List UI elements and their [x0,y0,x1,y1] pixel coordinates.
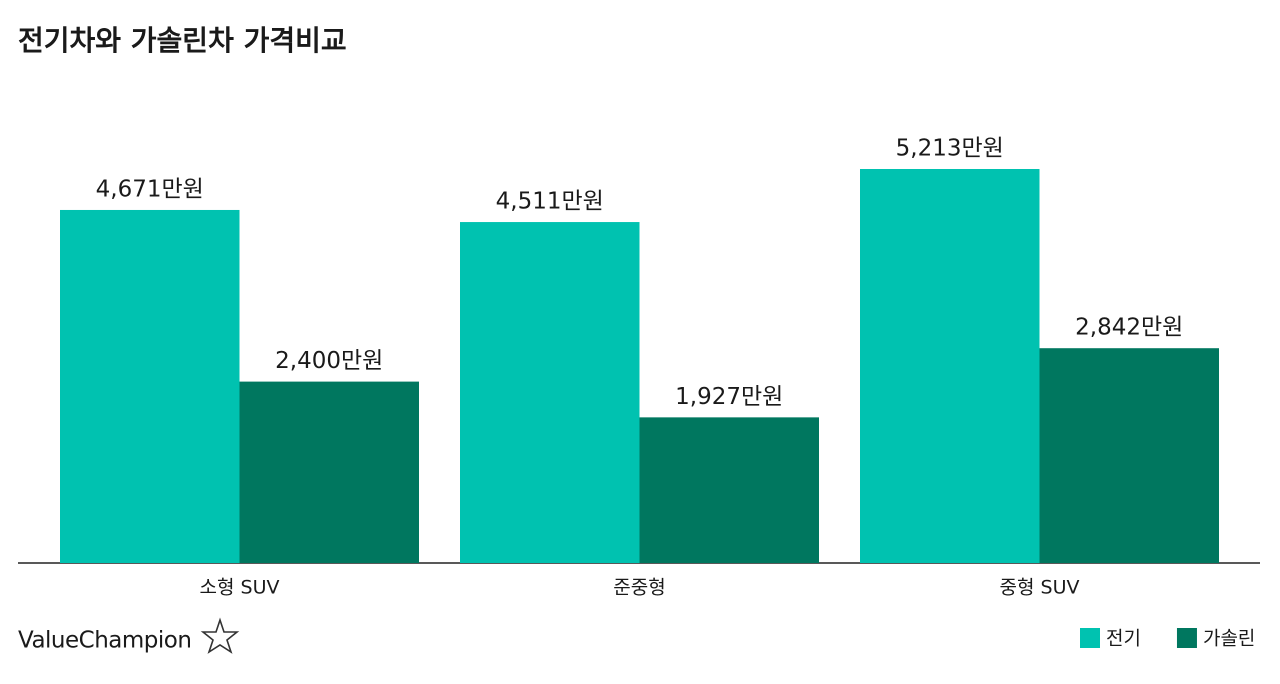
bar [460,222,640,563]
legend-swatch [1080,628,1100,648]
value-label: 4,671만원 [96,176,204,202]
legend-label: 전기 [1106,628,1141,650]
logo-star [200,617,240,654]
chart-title: 전기차와 가솔린차 가격비교 [18,24,347,57]
bar [639,417,819,563]
legend-swatch [1176,628,1197,648]
value-label: 5,213만원 [896,136,1004,162]
bar [60,209,240,563]
legend-label: 가솔린 [1203,628,1255,650]
value-label: 4,511만원 [496,189,604,215]
logo: ValueChampion [18,628,191,654]
bar [239,381,419,563]
x-tick-label: 중형 SUV [1000,577,1080,599]
x-tick-label: 준중형 [613,577,665,599]
bar [1039,348,1219,563]
value-label: 2,842만원 [1075,315,1183,341]
x-tick-label: 소형 SUV [200,577,280,599]
value-label: 1,927만원 [675,384,783,410]
value-label: 2,400만원 [275,348,383,374]
bar [860,169,1040,563]
